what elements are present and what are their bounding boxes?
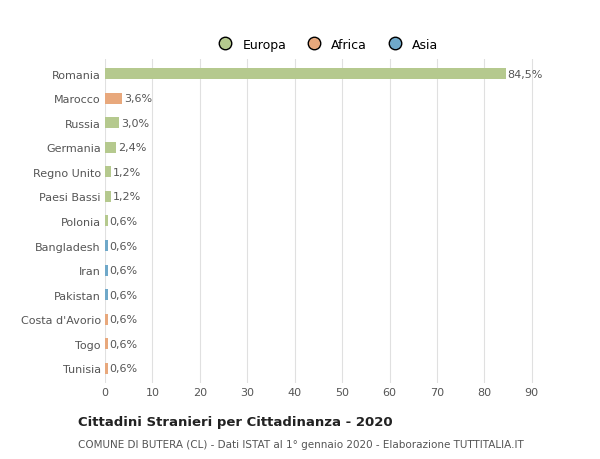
Text: 2,4%: 2,4% [118,143,146,153]
Text: 1,2%: 1,2% [113,168,141,178]
Bar [105,216,108,227]
Bar [105,363,108,374]
Text: 0,6%: 0,6% [110,241,138,251]
Bar [105,118,119,129]
Bar [105,339,108,350]
Bar [105,191,110,202]
Text: 1,2%: 1,2% [113,192,141,202]
Text: 0,6%: 0,6% [110,364,138,374]
Text: 0,6%: 0,6% [110,314,138,325]
Text: 0,6%: 0,6% [110,290,138,300]
Bar [105,93,122,104]
Bar [105,142,116,153]
Bar [105,265,108,276]
Text: 3,0%: 3,0% [121,118,149,129]
Bar [105,241,108,252]
Text: 84,5%: 84,5% [508,69,543,79]
Text: 0,6%: 0,6% [110,265,138,275]
Text: COMUNE DI BUTERA (CL) - Dati ISTAT al 1° gennaio 2020 - Elaborazione TUTTITALIA.: COMUNE DI BUTERA (CL) - Dati ISTAT al 1°… [78,439,524,449]
Bar [105,69,506,80]
Legend: Europa, Africa, Asia: Europa, Africa, Asia [208,34,443,56]
Bar [105,290,108,301]
Bar [105,167,110,178]
Bar [105,314,108,325]
Text: 0,6%: 0,6% [110,339,138,349]
Text: Cittadini Stranieri per Cittadinanza - 2020: Cittadini Stranieri per Cittadinanza - 2… [78,415,392,428]
Text: 0,6%: 0,6% [110,217,138,226]
Text: 3,6%: 3,6% [124,94,152,104]
